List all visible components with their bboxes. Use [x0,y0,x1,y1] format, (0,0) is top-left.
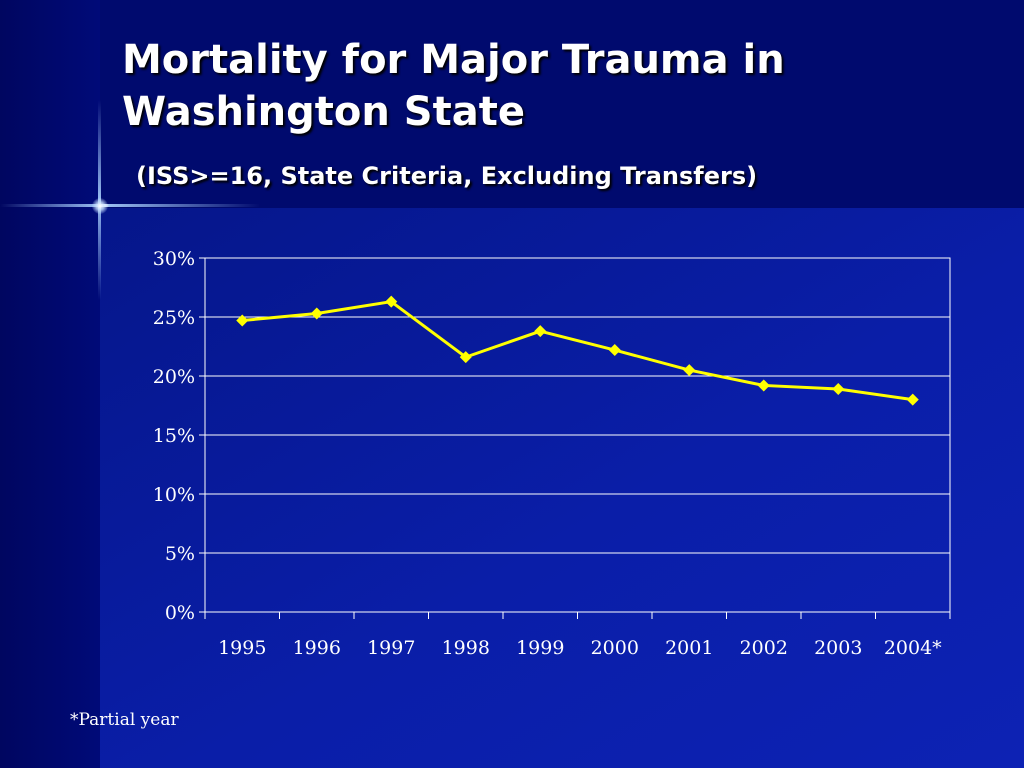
gridlines [199,257,951,619]
data-point-2000 [608,344,621,357]
sparkle-star-decoration [92,198,108,214]
x-tick-label: 2001 [665,637,713,659]
y-tick-label: 5% [165,543,195,565]
data-point-1999 [534,325,547,338]
background-left-band [0,0,100,768]
slide-subtitle: (ISS>=16, State Criteria, Excluding Tran… [136,162,758,190]
x-tick-label: 1996 [293,637,341,659]
data-point-2004* [906,393,919,406]
sparkle-horizontal-decoration [0,204,260,207]
x-tick-label: 2003 [814,637,862,659]
x-tick-label: 1995 [218,637,266,659]
data-point-1995 [236,314,249,327]
y-tick-label: 25% [153,307,195,329]
y-axis-tick-labels: 0% 5% 10% 15% 20% 25% 30% [153,248,195,624]
mortality-series-line [242,300,913,402]
y-tick-label: 30% [153,248,195,270]
data-point-2002 [757,379,770,392]
y-tick-label: 0% [165,602,195,624]
y-tick-label: 20% [153,366,195,388]
data-point-1996 [310,307,323,320]
data-point-2001 [683,364,696,377]
data-point-markers [236,295,919,406]
x-tick-label: 1998 [442,637,490,659]
title-line-2: Washington State [122,89,525,135]
x-axis-tick-labels: 1995 1996 1997 1998 1999 2000 2001 2002 2003 2004… [218,637,942,659]
x-tick-label: 2002 [740,637,788,659]
y-tick-label: 15% [153,425,195,447]
x-tick-label: 2000 [591,637,639,659]
x-tick-label: 1997 [367,637,415,659]
data-point-1997 [385,295,398,308]
data-point-1998 [459,351,472,364]
background-main-area [100,208,1024,768]
title-line-1: Mortality for Major Trauma in [122,37,785,83]
data-point-2003 [832,382,845,395]
background-title-band [100,0,1024,208]
x-tick-label: 1999 [516,637,564,659]
slide-title: Mortality for Major Trauma in Washington… [122,34,785,138]
x-tick-label: 2004* [884,637,942,659]
y-tick-label: 10% [153,484,195,506]
partial-year-footnote: *Partial year [70,710,179,730]
